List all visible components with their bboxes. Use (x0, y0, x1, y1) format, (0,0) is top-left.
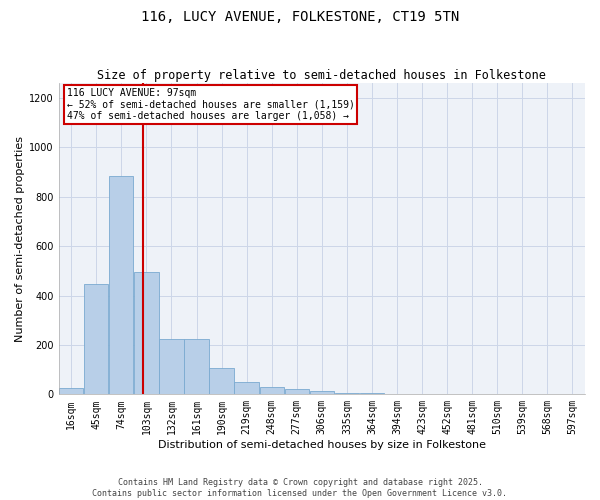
Bar (335, 392, 359, 394)
Bar (84, 284, 109, 395)
Text: 116 LUCY AVENUE: 97sqm
← 52% of semi-detached houses are smaller (1,159)
47% of : 116 LUCY AVENUE: 97sqm ← 52% of semi-det… (67, 88, 355, 121)
Bar (310, 391, 334, 394)
Bar (284, 390, 309, 394)
Bar (109, 176, 133, 394)
Bar (235, 382, 259, 394)
Text: 116, LUCY AVENUE, FOLKESTONE, CT19 5TN: 116, LUCY AVENUE, FOLKESTONE, CT19 5TN (141, 10, 459, 24)
Text: Contains HM Land Registry data © Crown copyright and database right 2025.
Contai: Contains HM Land Registry data © Crown c… (92, 478, 508, 498)
Bar (134, 272, 158, 394)
Bar (159, 339, 184, 394)
X-axis label: Distribution of semi-detached houses by size in Folkestone: Distribution of semi-detached houses by … (158, 440, 486, 450)
Bar (209, 368, 234, 394)
Title: Size of property relative to semi-detached houses in Folkestone: Size of property relative to semi-detach… (97, 69, 546, 82)
Bar (184, 339, 209, 394)
Bar (260, 388, 284, 394)
Bar (59, 388, 83, 394)
Y-axis label: Number of semi-detached properties: Number of semi-detached properties (15, 136, 25, 342)
